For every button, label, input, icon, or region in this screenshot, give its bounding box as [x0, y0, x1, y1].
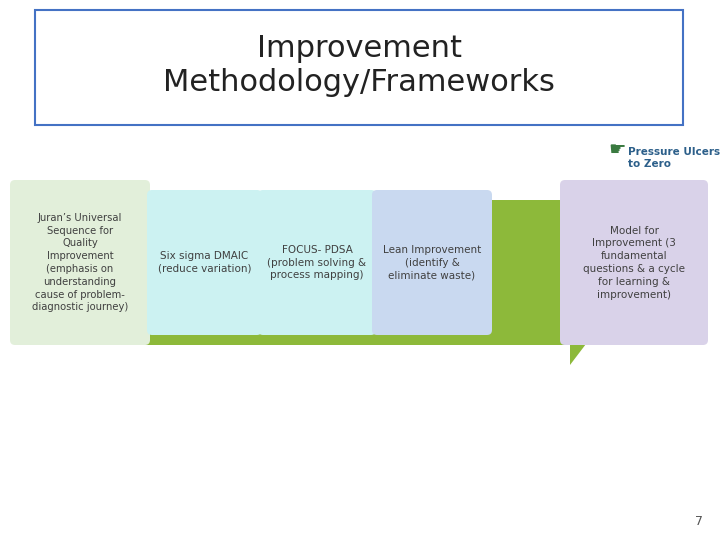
- Text: ☛: ☛: [608, 140, 626, 159]
- Text: Improvement
Methodology/Frameworks: Improvement Methodology/Frameworks: [163, 33, 555, 97]
- FancyBboxPatch shape: [10, 180, 150, 345]
- FancyBboxPatch shape: [35, 10, 683, 125]
- Text: Juran’s Universal
Sequence for
Quality
Improvement
(emphasis on
understanding
ca: Juran’s Universal Sequence for Quality I…: [32, 213, 128, 312]
- FancyBboxPatch shape: [560, 180, 708, 345]
- Text: Six sigma DMAIC
(reduce variation): Six sigma DMAIC (reduce variation): [158, 251, 251, 274]
- Text: 7: 7: [695, 515, 703, 528]
- Text: Lean Improvement
(identify &
eliminate waste): Lean Improvement (identify & eliminate w…: [383, 245, 481, 280]
- FancyBboxPatch shape: [258, 190, 376, 335]
- FancyBboxPatch shape: [147, 190, 262, 335]
- Text: FOCUS- PDSA
(problem solving &
process mapping): FOCUS- PDSA (problem solving & process m…: [267, 245, 366, 280]
- Text: Pressure Ulcers
to Zero: Pressure Ulcers to Zero: [628, 147, 720, 170]
- Polygon shape: [115, 180, 640, 365]
- FancyBboxPatch shape: [372, 190, 492, 335]
- Text: Model for
Improvement (3
fundamental
questions & a cycle
for learning &
improvem: Model for Improvement (3 fundamental que…: [583, 226, 685, 300]
